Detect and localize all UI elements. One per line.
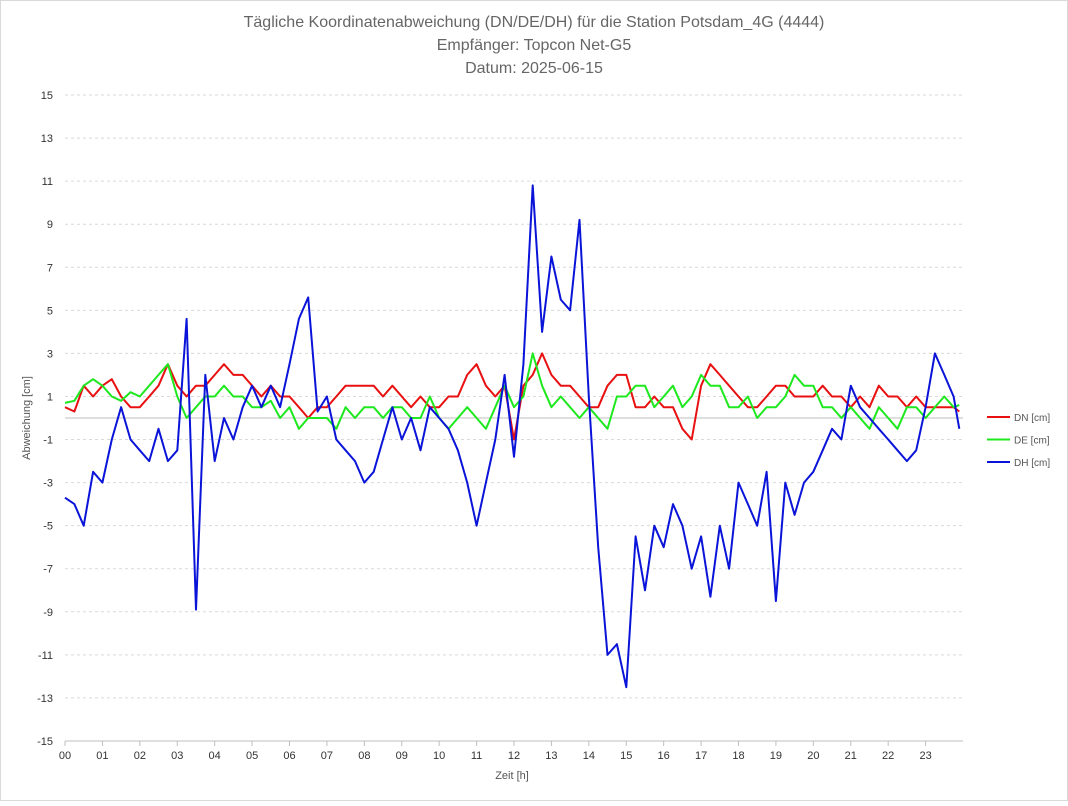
series-line <box>64 184 961 689</box>
x-tick-label: 03 <box>171 750 183 762</box>
chart-title: Tägliche Koordinatenabweichung (DN/DE/DH… <box>244 14 825 31</box>
x-tick-label: 16 <box>658 750 670 762</box>
x-tick-label: 09 <box>396 750 408 762</box>
y-tick-label: -5 <box>43 521 53 533</box>
x-tick-label: 17 <box>695 750 707 762</box>
x-tick-label: 05 <box>246 750 258 762</box>
x-tick-label: 15 <box>620 750 632 762</box>
x-tick-label: 20 <box>807 750 819 762</box>
y-tick-label: 11 <box>42 176 53 188</box>
y-tick-label: 13 <box>41 133 53 145</box>
x-tick-label: 18 <box>732 750 744 762</box>
x-tick-label: 22 <box>882 750 894 762</box>
y-tick-label: -1 <box>43 435 53 447</box>
x-tick-label: 23 <box>919 750 931 762</box>
x-tick-label: 21 <box>845 750 857 762</box>
y-tick-label: -11 <box>38 650 53 662</box>
y-tick-label: 3 <box>47 348 53 360</box>
x-tick-label: 04 <box>209 750 221 762</box>
y-tick-label: 5 <box>47 305 53 317</box>
x-tick-label: 08 <box>358 750 370 762</box>
y-tick-label: 7 <box>47 262 53 274</box>
x-tick-label: 07 <box>321 750 333 762</box>
x-tick-label: 13 <box>545 750 557 762</box>
x-tick-label: 06 <box>283 750 295 762</box>
y-tick-label: -3 <box>43 478 53 490</box>
y-axis-label: Abweichung [cm] <box>21 376 33 460</box>
y-tick-label: -7 <box>43 564 53 576</box>
legend-label: DN [cm] <box>1014 413 1050 424</box>
chart-subtitle: Empfänger: Topcon Net-G5 <box>437 37 632 54</box>
y-tick-label: -15 <box>37 736 53 748</box>
x-tick-label: 10 <box>433 750 445 762</box>
chart-subtitle: Datum: 2025-06-15 <box>465 60 603 77</box>
x-tick-label: 00 <box>59 750 71 762</box>
y-tick-label: 9 <box>47 219 53 231</box>
y-tick-label: -9 <box>43 607 53 619</box>
y-tick-label: 1 <box>47 391 53 403</box>
x-tick-label: 11 <box>471 750 482 762</box>
y-tick-label: 15 <box>41 90 53 102</box>
y-tick-label: -13 <box>37 693 53 705</box>
x-tick-label: 19 <box>770 750 782 762</box>
legend-label: DH [cm] <box>1014 458 1050 469</box>
x-tick-label: 02 <box>134 750 146 762</box>
x-tick-label: 12 <box>508 750 520 762</box>
legend-label: DE [cm] <box>1014 436 1050 447</box>
x-axis-label: Zeit [h] <box>495 770 529 782</box>
x-tick-label: 01 <box>96 750 108 762</box>
series-line <box>64 352 960 430</box>
x-tick-label: 14 <box>583 750 595 762</box>
series-line <box>64 352 960 441</box>
